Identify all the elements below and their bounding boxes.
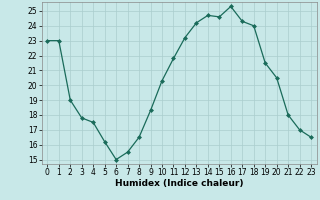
X-axis label: Humidex (Indice chaleur): Humidex (Indice chaleur) [115,179,244,188]
